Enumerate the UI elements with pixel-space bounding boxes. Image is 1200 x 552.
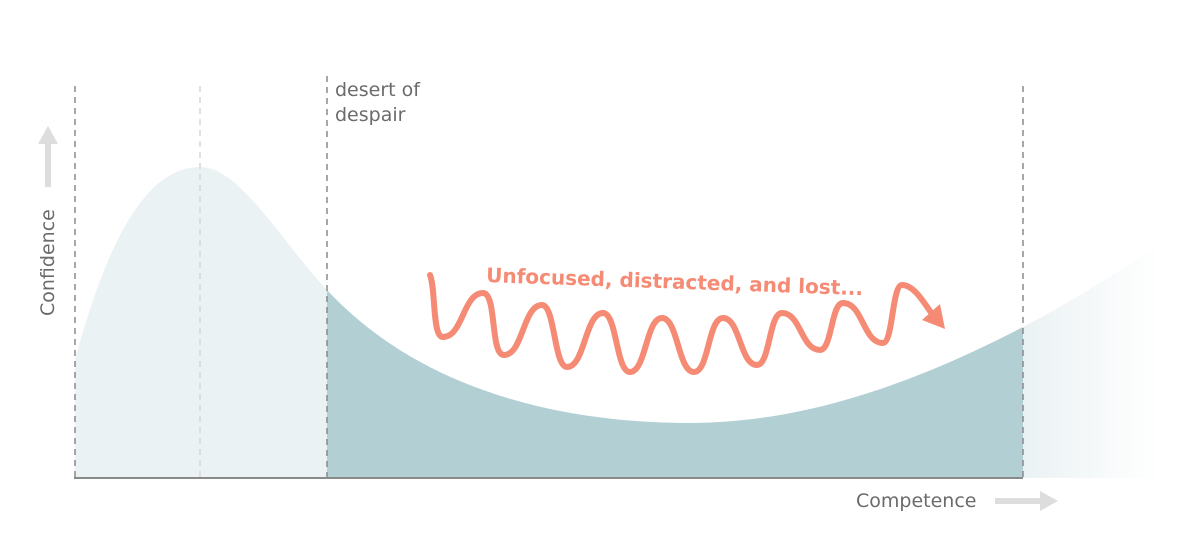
x-axis-label: Competence xyxy=(856,490,976,512)
arrowhead-icon xyxy=(922,304,945,329)
curve-fade-region xyxy=(1023,245,1160,478)
wavy-arrow xyxy=(427,272,945,376)
region-label-line2: despair xyxy=(335,104,406,126)
curve-light-region xyxy=(75,167,1023,478)
curve-area xyxy=(75,167,1160,478)
y-axis-arrow-icon xyxy=(38,126,58,187)
x-axis-arrow-icon xyxy=(995,491,1058,511)
annotation-text: Unfocused, distracted, and lost... xyxy=(486,263,864,300)
region-label-line1: desert of xyxy=(335,79,421,101)
curve-dark-region xyxy=(327,290,1023,478)
y-axis-label: Confidence xyxy=(37,209,59,316)
wavy-line xyxy=(427,272,938,376)
